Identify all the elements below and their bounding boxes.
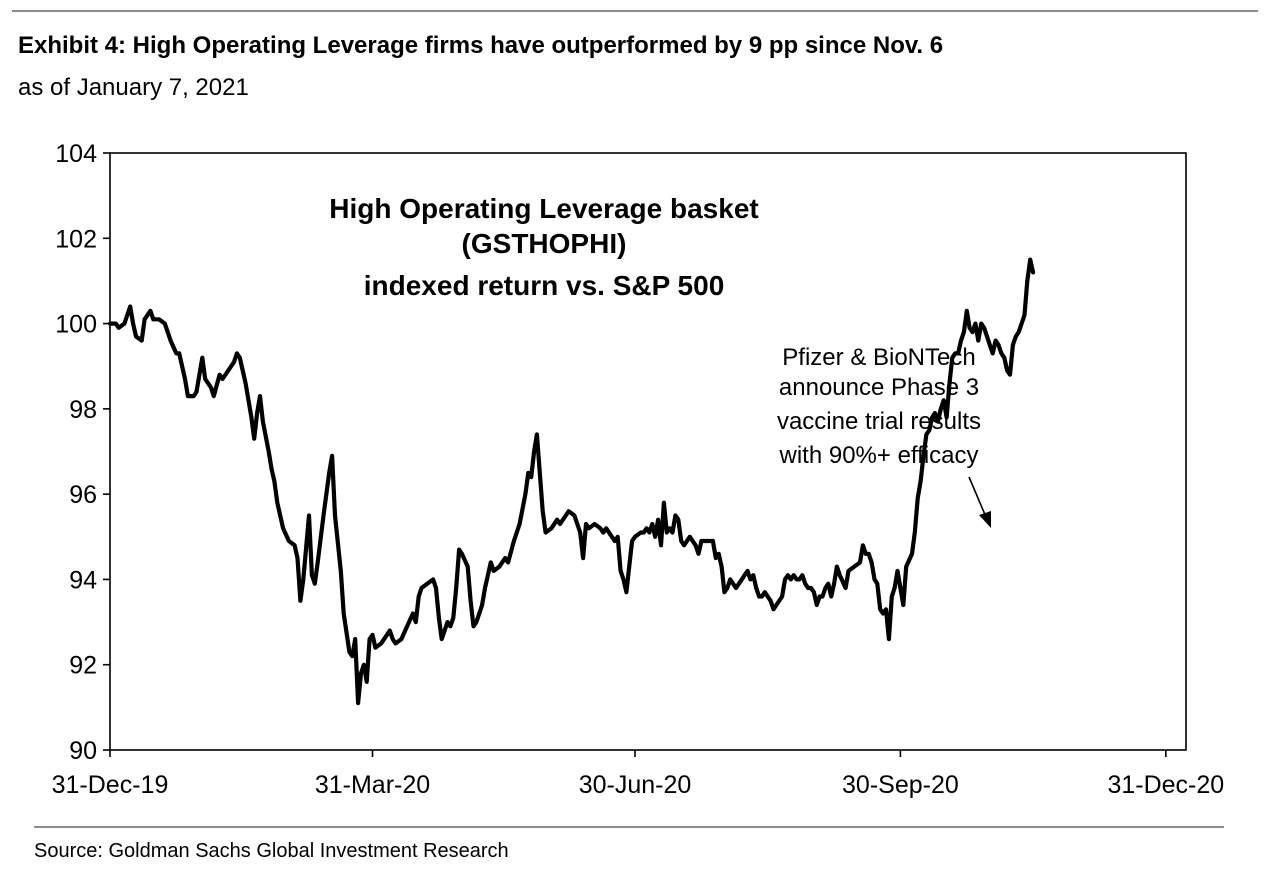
top-rule bbox=[12, 10, 1258, 12]
x-tick-label: 30-Sep-20 bbox=[842, 771, 959, 799]
x-tick-label: 31-Mar-20 bbox=[315, 771, 430, 799]
annotation-line-3: vaccine trial results bbox=[777, 408, 981, 435]
x-tick-label: 31-Dec-20 bbox=[1107, 771, 1224, 799]
y-tick-label: 96 bbox=[69, 481, 97, 509]
annotation-arrow bbox=[968, 476, 991, 528]
y-tick-label: 94 bbox=[69, 566, 97, 594]
chart-title-line-2: (GSTHOPHI) bbox=[462, 228, 627, 259]
annotation-line-4: with 90%+ efficacy bbox=[779, 442, 979, 469]
annotation-line-1: Pfizer & BioNTech bbox=[782, 344, 975, 371]
series-line-gsthophi bbox=[107, 257, 1036, 706]
chart-title-line-3: indexed return vs. S&P 500 bbox=[364, 270, 725, 301]
x-axis: 31-Dec-19 31-Mar-20 30-Jun-20 30-Sep-20 31-D… bbox=[52, 750, 1224, 799]
x-tick-label: 31-Dec-19 bbox=[52, 771, 169, 799]
chart-title-line-1: High Operating Leverage basket bbox=[329, 193, 758, 224]
x-tick-label: 30-Jun-20 bbox=[579, 771, 692, 799]
y-tick-label: 100 bbox=[55, 311, 97, 339]
y-axis: 90 92 94 96 98 100 102 104 bbox=[55, 140, 110, 765]
exhibit-title: Exhibit 4: High Operating Leverage firms… bbox=[18, 32, 944, 59]
y-tick-label: 98 bbox=[69, 396, 97, 424]
y-tick-label: 104 bbox=[55, 140, 97, 168]
bottom-rule bbox=[34, 826, 1224, 828]
exhibit-subtitle: as of January 7, 2021 bbox=[18, 74, 249, 101]
plot-frame bbox=[109, 152, 1187, 751]
annotation-line-2: announce Phase 3 bbox=[779, 374, 979, 401]
y-tick-label: 102 bbox=[55, 225, 97, 253]
y-tick-label: 90 bbox=[69, 737, 97, 765]
y-tick-label: 92 bbox=[69, 652, 97, 680]
source-note: Source: Goldman Sachs Global Investment … bbox=[34, 840, 509, 862]
